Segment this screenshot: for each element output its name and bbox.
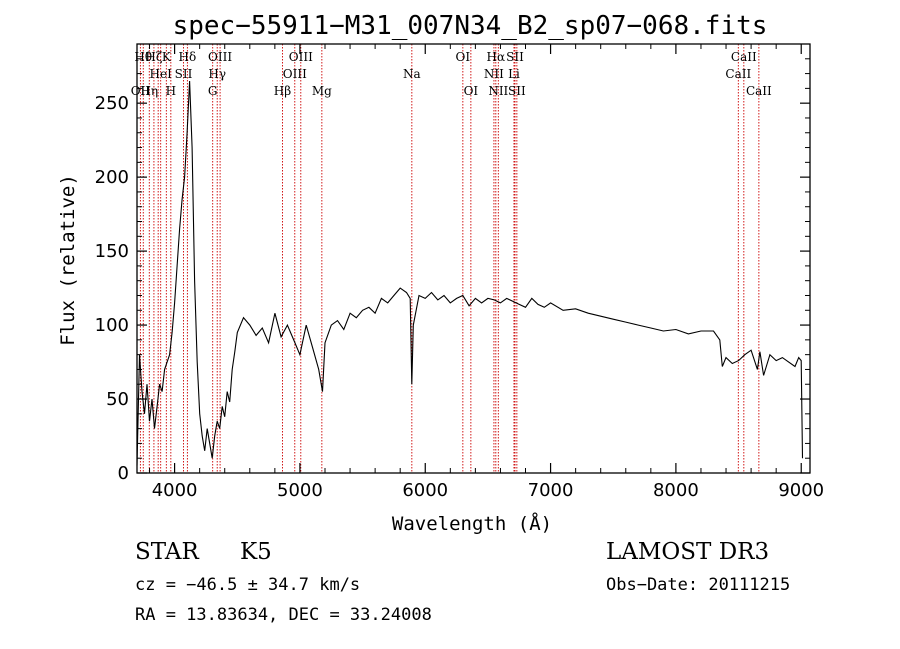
x-tick-label-8000: 8000 [653, 480, 699, 501]
spectral-line-labels: OII Hθ Hη Hζ HeI K H SII Hδ G Hγ OIII Hβ OIII OIII Mg Na… [131, 50, 772, 98]
spectral-line-markers [139, 44, 760, 473]
y-tick-label-250: 250 [95, 93, 129, 114]
marker-label-24: SII [506, 50, 524, 64]
spectrum-series-line [136, 80, 804, 466]
marker-label-17: Na [403, 67, 421, 81]
marker-label-16: Mg [312, 84, 332, 98]
chart-title: spec−55911−M31_007N34_B2_sp07−068.fits [173, 11, 768, 41]
survey-name: LAMOST DR3 [606, 539, 769, 565]
marker-label-18: OI [456, 50, 471, 64]
y-tick-label-200: 200 [95, 167, 129, 188]
observation-date: Obs−Date: 20111215 [606, 575, 790, 595]
marker-label-12: OIII [208, 50, 232, 64]
y-tick-label-50: 50 [106, 389, 129, 410]
marker-label-21: Hα [487, 50, 506, 64]
marker-label-28: CaII [746, 84, 772, 98]
marker-label-3: Hζ [145, 50, 162, 64]
y-tick-label-100: 100 [95, 315, 129, 336]
marker-label-23: Li [508, 67, 520, 81]
marker-label-25: SII [508, 84, 526, 98]
marker-label-10: G [208, 84, 218, 98]
marker-label-6: K [162, 50, 172, 64]
marker-label-11: Hγ [208, 67, 226, 81]
x-axis-label: Wavelength (Å) [392, 512, 552, 535]
y-axis-ticks: 0 50 100 150 200 250 [95, 58, 810, 484]
x-axis-ticks: 4000 5000 6000 7000 8000 9000 [149, 44, 824, 501]
marker-label-5: HeI [150, 67, 173, 81]
x-tick-label-9000: 9000 [778, 480, 824, 501]
marker-label-9: Hδ [179, 50, 197, 64]
marker-label-14: OIII [283, 67, 307, 81]
x-tick-label-4000: 4000 [152, 480, 198, 501]
marker-label-22: NII [488, 84, 508, 98]
marker-label-8: SII [175, 67, 193, 81]
x-tick-label-7000: 7000 [528, 480, 574, 501]
x-tick-label-6000: 6000 [402, 480, 448, 501]
object-subclass: K5 [240, 539, 272, 565]
marker-label-2: Hη [140, 84, 158, 98]
marker-label-0: OII [131, 84, 151, 98]
y-axis-label: Flux (relative) [57, 174, 79, 346]
plot-frame [136, 43, 811, 474]
marker-label-26: CaII [725, 67, 751, 81]
redshift-velocity: cz = −46.5 ± 34.7 km/s [135, 575, 360, 595]
y-tick-label-0: 0 [118, 463, 129, 484]
marker-label-7: H [166, 84, 176, 98]
marker-label-27: CaII [731, 50, 757, 64]
marker-label-13: Hβ [274, 84, 291, 98]
marker-label-15: OIII [289, 50, 313, 64]
object-class: STAR [135, 539, 199, 565]
marker-label-1: Hθ [134, 50, 152, 64]
marker-label-20: NII [484, 67, 504, 81]
y-tick-label-150: 150 [95, 241, 129, 262]
marker-label-19: OI [464, 84, 479, 98]
sky-coordinates: RA = 13.83634, DEC = 33.24008 [135, 605, 432, 625]
x-tick-label-5000: 5000 [277, 480, 323, 501]
